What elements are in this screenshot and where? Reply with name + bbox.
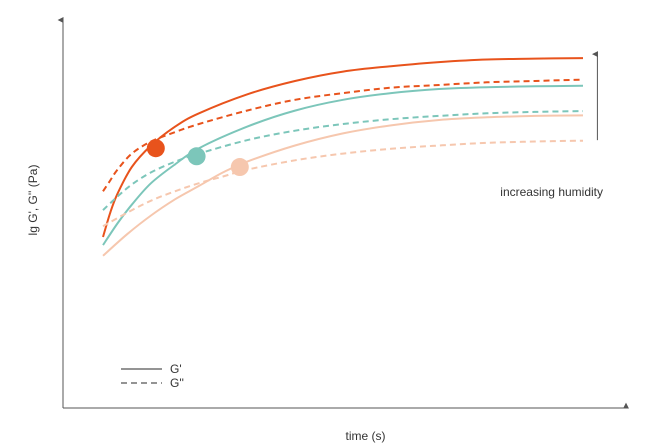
crossover-point-1 bbox=[146, 139, 165, 158]
series-line-2-g-double-prime bbox=[102, 110, 584, 211]
crossover-point-2 bbox=[187, 147, 206, 166]
series-line-3-g-double-prime bbox=[102, 139, 584, 228]
x-axis-label: time (s) bbox=[346, 429, 386, 443]
series-line-1-g-prime bbox=[102, 57, 584, 238]
series-line-2-g-prime bbox=[102, 84, 584, 246]
humidity-annotation: increasing humidity bbox=[500, 185, 603, 199]
legend-label-g-prime: G' bbox=[170, 362, 182, 376]
y-axis-label: lg G', G'' (Pa) bbox=[26, 165, 40, 236]
series-line-3-g-prime bbox=[102, 114, 584, 257]
series-line-1-g-double-prime bbox=[102, 78, 584, 192]
legend-label-g-double-prime: G'' bbox=[170, 376, 184, 390]
crossover-point-3 bbox=[230, 158, 249, 177]
